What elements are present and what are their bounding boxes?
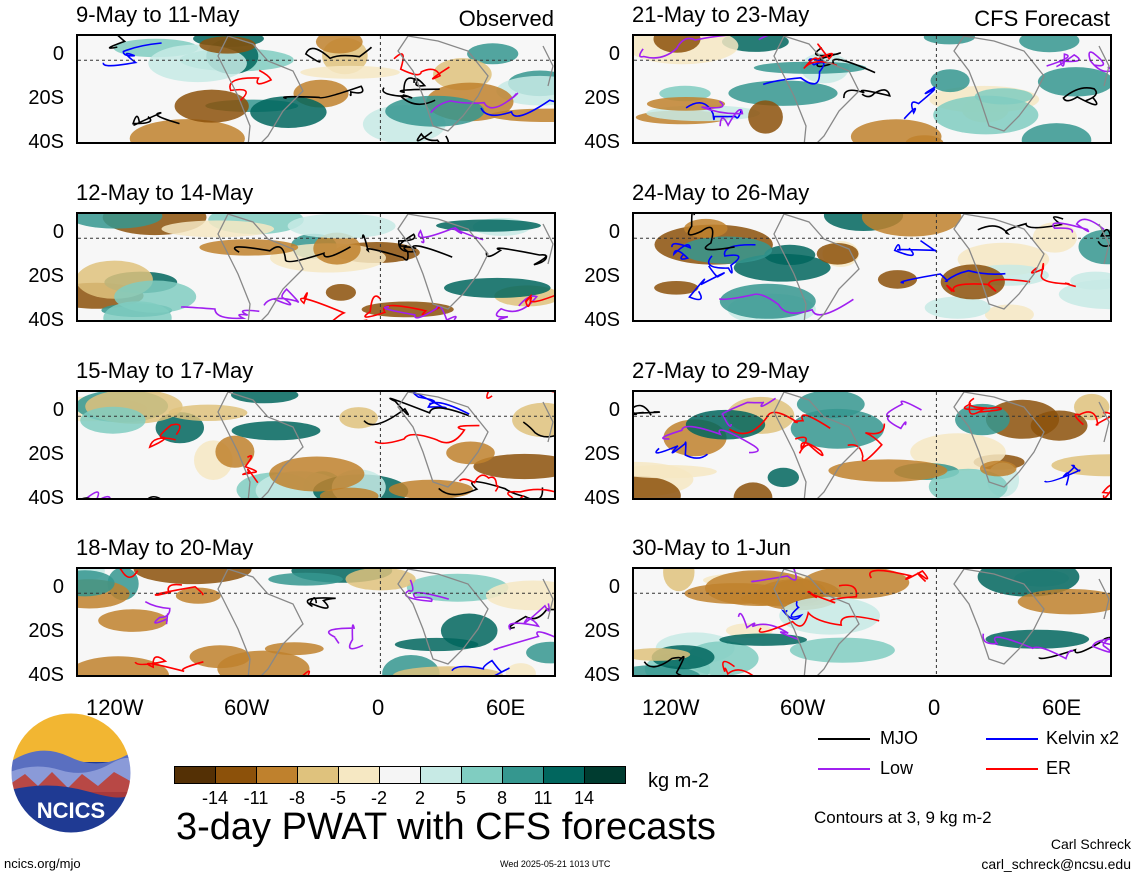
- latitude-label: 0: [608, 576, 620, 598]
- colorbar-tick-label: -8: [288, 788, 305, 808]
- latitude-label: 40S: [584, 664, 620, 686]
- latitude-label: 20S: [28, 443, 64, 465]
- longitude-label: 0: [928, 695, 941, 720]
- latitude-label: 20S: [28, 265, 64, 287]
- latitude-label: 0: [608, 221, 620, 243]
- mjo-line: [818, 738, 870, 740]
- latitude-label: 40S: [584, 487, 620, 509]
- pwat-map: [76, 34, 556, 144]
- ncics-logo-icon: NCICS: [10, 712, 132, 834]
- low-line: [818, 768, 870, 770]
- colorbar-tick-label: -11: [243, 788, 269, 808]
- pwat-map: [76, 390, 556, 500]
- pwat-map: [76, 212, 556, 322]
- pwat-map: [632, 212, 1112, 322]
- latitude-label: 0: [608, 399, 620, 421]
- latitude-label: 20S: [584, 265, 620, 287]
- colorbar-tick-label: -5: [329, 788, 346, 808]
- colorbar-tick-label: 5: [455, 788, 466, 808]
- kelvin-line: [986, 738, 1038, 740]
- units-label: kg m-2: [648, 770, 710, 792]
- observed-label: Observed: [458, 6, 554, 31]
- longitude-label: 60E: [486, 695, 526, 720]
- latitude-label: 20S: [28, 87, 64, 109]
- colorbar-tick-label: 11: [533, 788, 553, 808]
- main-title: 3-day PWAT with CFS forecasts: [176, 806, 716, 848]
- mjo-label: MJO: [880, 728, 918, 748]
- er-line: [986, 768, 1038, 770]
- colorbar-segment: [174, 766, 216, 784]
- panel-date-range: 30-May to 1-Jun: [632, 535, 791, 560]
- longitude-label: 120W: [642, 695, 700, 720]
- colorbar-tick-label: -2: [370, 788, 387, 808]
- latitude-label: 0: [52, 43, 64, 65]
- longitude-label: 0: [372, 695, 385, 720]
- panel-date-range: 15-May to 17-May: [76, 358, 254, 383]
- latitude-label: 0: [52, 399, 64, 421]
- panel-date-range: 21-May to 23-May: [632, 2, 810, 27]
- latitude-label: 40S: [28, 487, 64, 509]
- pwat-map: [632, 34, 1112, 144]
- footer-timestamp: Wed 2025-05-21 1013 UTC: [500, 859, 611, 869]
- footer-email[interactable]: carl_schreck@ncsu.edu: [981, 856, 1131, 872]
- latitude-label: 40S: [584, 131, 620, 153]
- colorbar-segment: [543, 766, 585, 784]
- ncics-logo: NCICS: [10, 712, 132, 834]
- footer-author: Carl Schreck: [1050, 836, 1131, 852]
- panel-date-range: 24-May to 26-May: [632, 180, 810, 205]
- colorbar-segment: [502, 766, 544, 784]
- longitude-label: 60E: [1042, 695, 1082, 720]
- colorbar-segment: [256, 766, 298, 784]
- colorbar-segment: [338, 766, 380, 784]
- logo-text: NCICS: [37, 798, 105, 823]
- colorbar-tick-label: 8: [496, 788, 507, 808]
- low-label: Low: [880, 758, 914, 778]
- forecast-label: CFS Forecast: [974, 6, 1110, 31]
- latitude-label: 40S: [28, 664, 64, 686]
- latitude-label: 20S: [584, 620, 620, 642]
- panel-date-range: 12-May to 14-May: [76, 180, 254, 205]
- panel-date-range: 27-May to 29-May: [632, 358, 810, 383]
- longitude-label: 60W: [224, 695, 270, 720]
- footer-url[interactable]: ncics.org/mjo: [4, 856, 81, 871]
- colorbar-tick-label: 14: [573, 788, 595, 808]
- colorbar-segment: [461, 766, 503, 784]
- er-label: ER: [1046, 758, 1072, 778]
- contours-note: Contours at 3, 9 kg m-2: [814, 808, 992, 827]
- panel-date-range: 18-May to 20-May: [76, 535, 254, 560]
- colorbar-tick-label: -14: [201, 788, 228, 808]
- latitude-label: 0: [52, 221, 64, 243]
- panel-date-range: 9-May to 11-May: [76, 2, 240, 27]
- latitude-label: 20S: [584, 443, 620, 465]
- pwat-map: [76, 567, 556, 677]
- latitude-label: 20S: [28, 620, 64, 642]
- longitude-label: 60W: [780, 695, 826, 720]
- latitude-label: 0: [52, 576, 64, 598]
- latitude-label: 0: [608, 43, 620, 65]
- colorbar-segment: [420, 766, 462, 784]
- colorbar-segment: [584, 766, 626, 784]
- pwat-map: [632, 390, 1112, 500]
- kelvin-label: Kelvin x2: [1046, 728, 1120, 748]
- colorbar-segment: [215, 766, 257, 784]
- colorbar-segment: [379, 766, 421, 784]
- latitude-label: 40S: [28, 131, 64, 153]
- colorbar-tick-label: 2: [414, 788, 425, 808]
- latitude-label: 20S: [584, 87, 620, 109]
- latitude-label: 40S: [28, 309, 64, 331]
- colorbar-segment: [297, 766, 339, 784]
- pwat-map: [632, 567, 1112, 677]
- latitude-label: 40S: [584, 309, 620, 331]
- longitude-label: 120W: [86, 695, 144, 720]
